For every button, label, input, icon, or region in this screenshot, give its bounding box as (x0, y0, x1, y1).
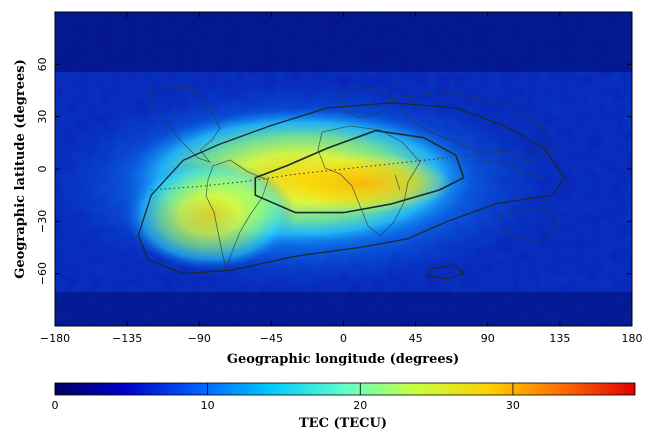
contour-south-patch (425, 264, 465, 280)
y-axis-title: Geographic latitude (degrees) (13, 59, 28, 278)
y-axis: 60 30 0 −30 −60 (36, 57, 632, 285)
tec-dark-south (55, 292, 632, 326)
tec-peak (272, 153, 452, 213)
colorbar-tick-label: 0 (52, 399, 59, 412)
contour-layer (137, 102, 566, 280)
magnetic-equator-line (151, 147, 560, 191)
plot-area (55, 12, 632, 326)
contour-outer (137, 102, 566, 275)
x-tick-label: 135 (549, 332, 570, 345)
x-tick-label: 90 (481, 332, 495, 345)
x-tick-label: −135 (112, 332, 142, 345)
coastline-north-america (149, 87, 221, 163)
colorbar-tick-label: 30 (506, 399, 520, 412)
x-tick-label: −180 (40, 332, 70, 345)
x-tick-label: 45 (409, 332, 423, 345)
y-tick-label: −30 (36, 210, 49, 233)
x-axis: −180 −135 −90 −45 0 45 90 135 180 (40, 12, 643, 345)
coastlines (149, 87, 559, 270)
coastline-europe (339, 87, 396, 119)
colorbar-label: TEC (TECU) (299, 416, 387, 431)
coastline-asia (394, 91, 549, 163)
y-tick-label: 30 (36, 110, 49, 124)
colorbar-tick-label: 20 (353, 399, 367, 412)
colorbar-tick-label: 10 (201, 399, 215, 412)
tec-crest-west (125, 160, 295, 270)
x-tick-label: 0 (340, 332, 347, 345)
contour-inner (254, 129, 465, 214)
coastline-australia (499, 207, 559, 243)
tec-dark-north (55, 12, 632, 72)
x-tick-label: −45 (260, 332, 283, 345)
coastline-islands (394, 159, 546, 191)
x-axis-title: Geographic longitude (degrees) (227, 352, 459, 367)
x-tick-label: −90 (188, 332, 211, 345)
x-tick-label: 180 (622, 332, 643, 345)
colorbar: 0 10 20 30 TEC (TECU) (52, 382, 636, 431)
y-tick-label: 0 (36, 166, 49, 173)
colorbar-ticks: 0 10 20 30 (52, 383, 520, 412)
coastline-south-america (205, 159, 269, 270)
colorbar-gradient (54, 382, 636, 396)
y-tick-label: −60 (36, 262, 49, 285)
y-tick-label: 60 (36, 57, 49, 71)
coastline-africa (317, 125, 421, 237)
